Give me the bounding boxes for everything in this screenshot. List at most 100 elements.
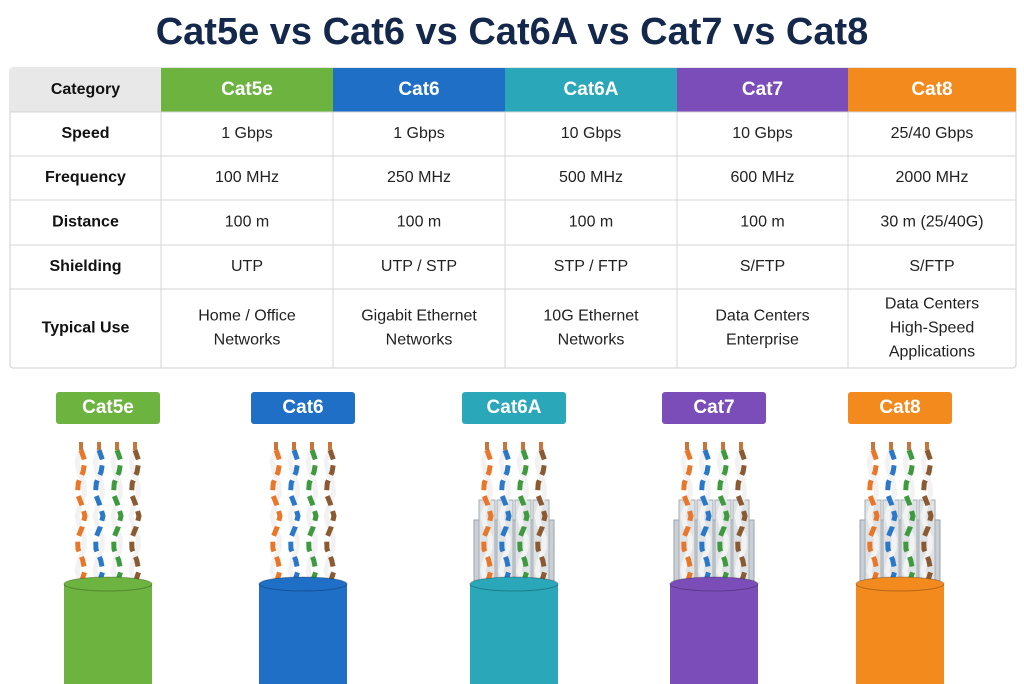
cell-text: Enterprise	[726, 332, 799, 349]
copper-tip	[721, 442, 725, 450]
header-label: Cat5e	[221, 79, 273, 100]
wire	[866, 449, 880, 583]
row-label: Distance	[52, 214, 119, 231]
wire	[480, 449, 494, 583]
row-label: Frequency	[45, 169, 126, 186]
cell-text: UTP / STP	[381, 258, 457, 275]
cell-text: 100 m	[225, 214, 269, 231]
wire	[305, 449, 319, 583]
wire	[498, 449, 512, 583]
copper-tip	[79, 442, 83, 450]
cell-text: Home / Office	[198, 308, 296, 325]
wire	[110, 449, 124, 583]
wire	[716, 449, 730, 583]
wire	[498, 449, 512, 583]
wire	[884, 449, 898, 583]
copper-tip	[889, 442, 893, 450]
cell-text: 1 Gbps	[393, 125, 445, 142]
header-label: Cat6A	[564, 79, 619, 100]
header-label: Cat7	[742, 79, 783, 100]
wire	[884, 449, 898, 583]
cell-text: 100 m	[740, 214, 784, 231]
cable-label: Cat5e	[82, 397, 134, 418]
wire	[534, 449, 548, 583]
header-label: Cat8	[911, 79, 952, 100]
cell-text: 10 Gbps	[561, 125, 621, 142]
wire	[128, 449, 142, 583]
wire	[698, 449, 712, 583]
header-cell	[10, 68, 161, 112]
wire	[680, 449, 694, 583]
cell-text: Networks	[558, 332, 625, 349]
copper-tip	[539, 442, 543, 450]
wire	[680, 449, 694, 583]
cell-text: UTP	[231, 258, 263, 275]
copper-tip	[739, 442, 743, 450]
cell-text: 10G Ethernet	[543, 308, 639, 325]
cell-text: 100 m	[569, 214, 613, 231]
cell-text: High-Speed	[890, 320, 975, 337]
wire	[734, 449, 748, 583]
copper-tip	[685, 442, 689, 450]
cable-label: Cat8	[879, 397, 920, 418]
row-label: Shielding	[50, 258, 122, 275]
copper-tip	[907, 442, 911, 450]
header-cell	[677, 68, 848, 112]
cable-label: Cat7	[693, 397, 734, 418]
cell-text: Gigabit Ethernet	[361, 308, 477, 325]
wire	[287, 449, 301, 583]
cell-text: 600 MHz	[730, 169, 794, 186]
cell-text: S/FTP	[740, 258, 785, 275]
cell-text: Applications	[889, 344, 975, 361]
cable-jacket	[670, 584, 758, 684]
cell-text: 30 m (25/40G)	[880, 214, 983, 231]
cell-text: Data Centers	[885, 296, 979, 313]
copper-tip	[703, 442, 707, 450]
copper-tip	[310, 442, 314, 450]
wire	[902, 449, 916, 583]
cell-text: S/FTP	[909, 258, 954, 275]
cable: Cat6	[251, 392, 355, 684]
jacket-rim	[258, 576, 348, 592]
wire	[323, 449, 337, 583]
wire	[534, 449, 548, 583]
copper-tip	[503, 442, 507, 450]
copper-tip	[274, 442, 278, 450]
wire	[269, 449, 283, 583]
cable-badge	[251, 392, 355, 424]
cable-jacket	[856, 584, 944, 684]
cable: Cat5e	[56, 392, 160, 684]
jacket-rim	[669, 576, 759, 592]
cable: Cat7	[662, 392, 766, 684]
copper-tip	[292, 442, 296, 450]
cable-jacket	[259, 584, 347, 684]
cell-text: 10 Gbps	[732, 125, 792, 142]
copper-tip	[485, 442, 489, 450]
wire	[128, 449, 142, 583]
cable-badge	[462, 392, 566, 424]
cable-jacket	[64, 584, 152, 684]
cell-text: 1 Gbps	[221, 125, 273, 142]
header-cell	[333, 68, 505, 112]
wire	[516, 449, 530, 583]
wire	[287, 449, 301, 583]
wire	[305, 449, 319, 583]
cell-text: 250 MHz	[387, 169, 451, 186]
wire	[920, 449, 934, 583]
cable-badge	[848, 392, 952, 424]
wire	[74, 449, 88, 583]
wire	[920, 449, 934, 583]
copper-tip	[871, 442, 875, 450]
row-label: Speed	[61, 125, 109, 142]
cell-text: Data Centers	[715, 308, 809, 325]
copper-tip	[925, 442, 929, 450]
cell-text: 500 MHz	[559, 169, 623, 186]
cable-label: Cat6A	[487, 397, 542, 418]
cell-text: Networks	[214, 332, 281, 349]
cable-badge	[56, 392, 160, 424]
copper-tip	[97, 442, 101, 450]
copper-tip	[328, 442, 332, 450]
wire	[269, 449, 283, 583]
cable: Cat8	[848, 392, 952, 684]
